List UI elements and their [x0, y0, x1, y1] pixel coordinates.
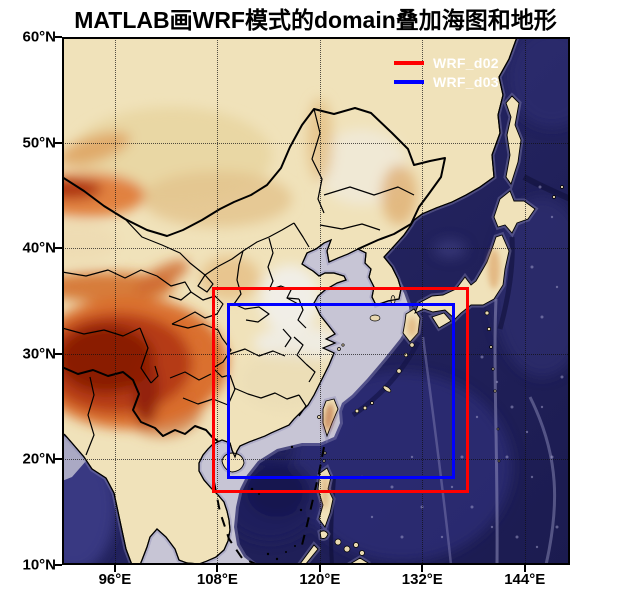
legend-item-wrf_d03: WRF_d03	[394, 72, 499, 91]
y-tick-mark	[55, 247, 62, 250]
domain-rect-wrf_d03	[227, 303, 456, 480]
y-tick-label: 10°N	[22, 556, 56, 574]
x-tick-label: 144°E	[504, 571, 546, 588]
map-plot-area: WRF_d02 WRF_d03	[55, 36, 570, 572]
y-tick-label: 60°N	[22, 28, 56, 46]
y-tick-mark	[55, 36, 62, 38]
y-tick-label: 40°N	[22, 239, 56, 257]
figure-title: MATLAB画WRF模式的domain叠加海图和地形	[74, 7, 557, 33]
legend-line-swatch	[394, 79, 424, 84]
map-background	[62, 37, 570, 565]
y-tick-mark	[55, 458, 62, 461]
legend: WRF_d02 WRF_d03	[394, 53, 499, 91]
y-tick-mark	[55, 141, 62, 144]
y-tick-label: 20°N	[22, 450, 56, 468]
y-tick-label: 30°N	[22, 345, 56, 363]
terrain-shading	[62, 98, 417, 437]
legend-label: WRF_d02	[433, 54, 499, 71]
province-boundaries	[62, 108, 415, 456]
legend-line-swatch	[394, 60, 424, 65]
x-tick-label: 96°E	[98, 571, 132, 588]
legend-item-wrf_d02: WRF_d02	[394, 53, 499, 72]
y-tick-label: 50°N	[22, 134, 56, 152]
y-tick-mark	[55, 564, 62, 566]
x-tick-label: 120°E	[299, 571, 341, 588]
x-tick-label: 132°E	[401, 571, 443, 588]
domain-rect-wrf_d02	[211, 287, 469, 494]
y-tick-mark	[55, 352, 62, 355]
small-islands	[317, 185, 564, 556]
national-boundaries	[62, 107, 446, 442]
wrf-domain-layer	[62, 37, 570, 565]
legend-label: WRF_d03	[433, 73, 499, 90]
x-tick-label: 108°E	[196, 571, 238, 588]
